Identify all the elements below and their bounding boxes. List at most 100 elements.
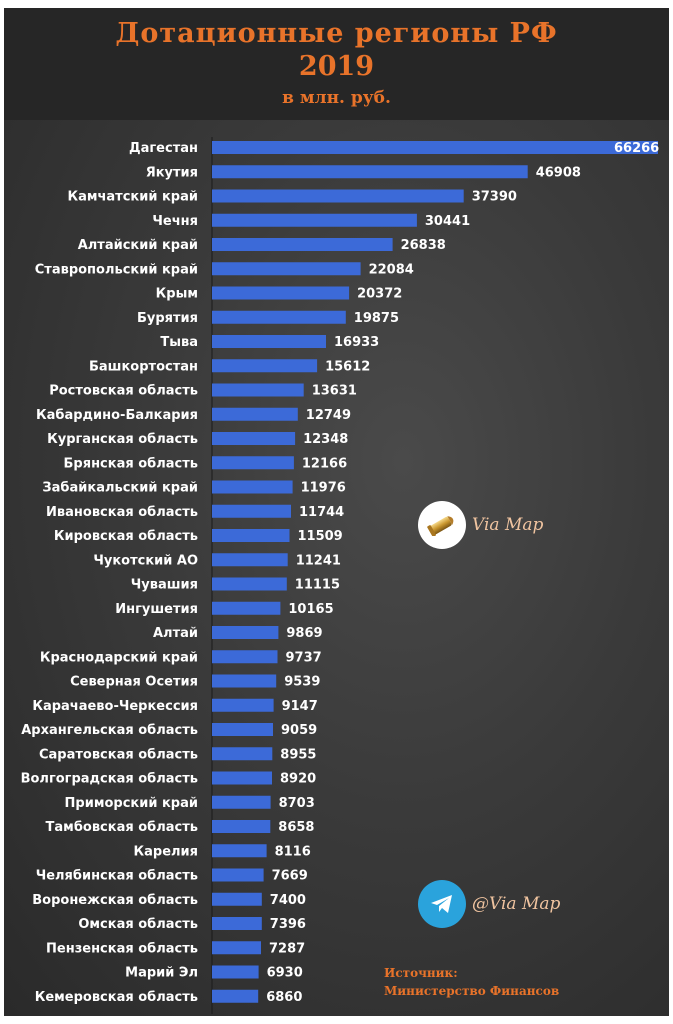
category-label: Крым <box>156 287 198 302</box>
bar <box>212 189 464 203</box>
category-label: Чукотский АО <box>93 553 198 568</box>
infographic: Дотационные регионы РФ 2019 в млн. руб. … <box>4 8 669 1016</box>
category-label: Челябинская область <box>36 869 198 884</box>
bar <box>212 238 393 251</box>
category-label: Брянская область <box>64 456 198 471</box>
category-label: Волгоградская область <box>21 772 198 787</box>
value-label: 7287 <box>269 941 305 956</box>
bar <box>212 771 272 785</box>
bar <box>212 456 294 470</box>
category-label: Тамбовская область <box>46 820 198 835</box>
category-label: Чувашия <box>131 578 198 593</box>
header: Дотационные регионы РФ 2019 в млн. руб. <box>4 8 669 120</box>
source-note: Источник: Министерство Финансов <box>384 964 559 1000</box>
bar <box>212 917 262 930</box>
via-map-watermark: Via Map <box>418 501 543 549</box>
value-label: 46908 <box>536 165 581 180</box>
value-label: 37390 <box>472 190 517 205</box>
value-label: 11976 <box>301 481 346 496</box>
bar <box>212 310 346 324</box>
chart-title: Дотационные регионы РФ <box>115 18 558 49</box>
telegram-icon <box>418 880 466 928</box>
value-label: 22084 <box>369 262 414 277</box>
category-label: Башкортостан <box>89 359 198 374</box>
value-label: 9737 <box>286 650 322 665</box>
bar <box>212 432 296 445</box>
bar <box>212 286 350 300</box>
bar <box>212 504 291 518</box>
category-label: Ставропольский край <box>35 262 198 277</box>
value-label: 6930 <box>267 966 303 981</box>
telegram-handle: @Via Map <box>472 894 561 914</box>
source-name: Министерство Финансов <box>384 984 560 998</box>
category-label: Марий Эл <box>125 966 198 981</box>
value-label: 15612 <box>325 359 370 374</box>
bar <box>212 941 261 955</box>
value-label: 30441 <box>425 214 470 229</box>
value-label: 11744 <box>299 505 344 520</box>
value-label: 13631 <box>312 384 357 399</box>
category-label: Карачаево-Черкессия <box>32 699 198 714</box>
value-label: 8920 <box>280 772 316 787</box>
category-label: Чечня <box>152 214 198 229</box>
category-label: Ингушетия <box>115 602 198 617</box>
category-label: Бурятия <box>137 311 198 326</box>
bar-chart: Дагестан 66266 Якутия 46908 Камчатский край 3… <box>21 137 659 1014</box>
value-label: 8703 <box>279 796 315 811</box>
bar <box>212 335 326 348</box>
category-label: Алтай <box>153 626 198 641</box>
category-label: Якутия <box>146 165 198 180</box>
category-label: Северная Осетия <box>70 675 198 690</box>
value-label: 7669 <box>272 869 308 884</box>
category-label: Приморский край <box>65 796 198 811</box>
value-label: 9059 <box>281 723 317 738</box>
category-label: Воронежская область <box>32 893 198 908</box>
chart-units: в млн. руб. <box>282 88 391 108</box>
bar <box>212 407 298 421</box>
via-map-label: Via Map <box>472 515 544 535</box>
bar <box>212 601 281 615</box>
category-label: Камчатский край <box>67 190 198 205</box>
bar <box>212 674 277 688</box>
value-label: 11241 <box>296 553 341 568</box>
bar <box>212 844 267 858</box>
bar <box>212 577 287 591</box>
value-label: 12348 <box>303 432 348 447</box>
value-label: 12749 <box>306 408 351 423</box>
value-label: 19875 <box>354 311 399 326</box>
value-label: 26838 <box>401 238 446 253</box>
category-label: Пензенская область <box>46 941 198 956</box>
bar <box>212 965 259 979</box>
value-label: 16933 <box>334 335 379 350</box>
bar <box>212 141 658 154</box>
value-label: 8658 <box>278 820 314 835</box>
bar <box>212 650 278 664</box>
value-label: 6860 <box>266 990 302 1005</box>
value-label: 10165 <box>288 602 333 617</box>
value-label: 66266 <box>614 141 659 156</box>
value-label: 12166 <box>302 456 347 471</box>
telegram-watermark: @Via Map <box>418 880 560 928</box>
bar <box>212 626 279 639</box>
category-label: Омская область <box>78 917 198 932</box>
bar <box>212 262 361 276</box>
bar <box>212 795 271 809</box>
bar <box>212 383 304 397</box>
value-label: 11115 <box>295 578 340 593</box>
bar <box>212 359 318 373</box>
bar <box>212 747 273 761</box>
bar <box>212 698 274 712</box>
category-label: Забайкальский край <box>42 481 198 496</box>
value-label: 8116 <box>275 844 311 859</box>
bar <box>212 892 262 906</box>
category-label: Ивановская область <box>46 505 198 520</box>
bar <box>212 213 417 227</box>
chart-year: 2019 <box>298 51 375 82</box>
bar <box>212 529 290 542</box>
category-label: Курганская область <box>47 432 198 447</box>
category-label: Архангельская область <box>21 723 198 738</box>
category-label: Кировская область <box>54 529 198 544</box>
category-label: Ростовская область <box>49 384 198 399</box>
category-label: Дагестан <box>129 141 198 156</box>
source-label: Источник: <box>384 966 458 980</box>
